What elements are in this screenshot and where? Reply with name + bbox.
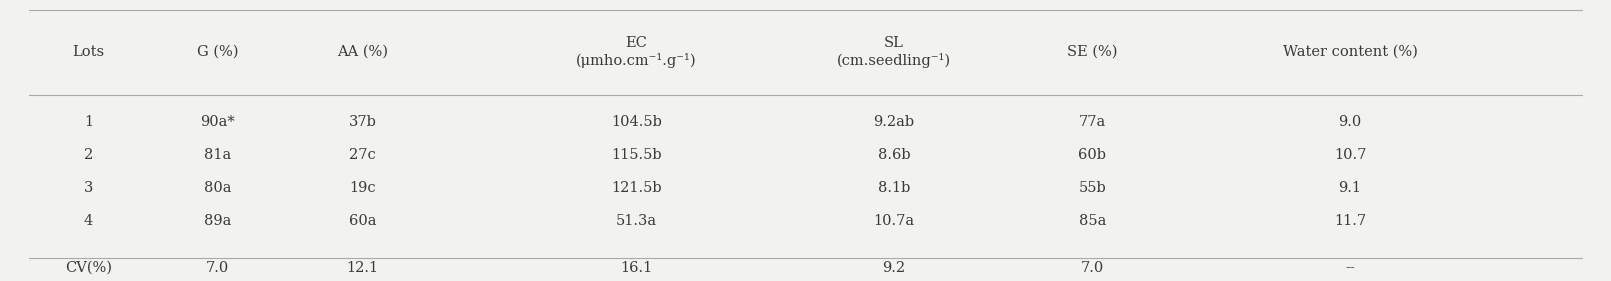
Text: 9.2ab: 9.2ab <box>873 115 915 129</box>
Text: 8.6b: 8.6b <box>878 148 910 162</box>
Text: 115.5b: 115.5b <box>611 148 662 162</box>
Text: 9.1: 9.1 <box>1339 181 1361 195</box>
Text: SL
(cm.seedling⁻¹): SL (cm.seedling⁻¹) <box>838 36 950 68</box>
Text: 85a: 85a <box>1079 214 1105 228</box>
Text: CV(%): CV(%) <box>64 261 113 275</box>
Text: 16.1: 16.1 <box>620 261 652 275</box>
Text: Lots: Lots <box>72 45 105 59</box>
Text: 1: 1 <box>84 115 93 129</box>
Text: 104.5b: 104.5b <box>611 115 662 129</box>
Text: 89a: 89a <box>205 214 230 228</box>
Text: 90a*: 90a* <box>200 115 235 129</box>
Text: EC
(μmho.cm⁻¹.g⁻¹): EC (μmho.cm⁻¹.g⁻¹) <box>577 36 696 68</box>
Text: 10.7: 10.7 <box>1334 148 1366 162</box>
Text: 37b: 37b <box>348 115 377 129</box>
Text: 55b: 55b <box>1078 181 1107 195</box>
Text: 51.3a: 51.3a <box>615 214 657 228</box>
Text: 81a: 81a <box>205 148 230 162</box>
Text: 3: 3 <box>84 181 93 195</box>
Text: 9.0: 9.0 <box>1339 115 1361 129</box>
Text: 8.1b: 8.1b <box>878 181 910 195</box>
Text: AA (%): AA (%) <box>337 45 388 59</box>
Text: 60b: 60b <box>1078 148 1107 162</box>
Text: 19c: 19c <box>350 181 375 195</box>
Text: 2: 2 <box>84 148 93 162</box>
Text: 10.7a: 10.7a <box>873 214 915 228</box>
Text: 9.2: 9.2 <box>883 261 905 275</box>
Text: 12.1: 12.1 <box>346 261 379 275</box>
Text: 4: 4 <box>84 214 93 228</box>
Text: 80a: 80a <box>203 181 232 195</box>
Text: --: -- <box>1345 261 1355 275</box>
Text: 60a: 60a <box>348 214 377 228</box>
Text: 27c: 27c <box>350 148 375 162</box>
Text: 7.0: 7.0 <box>206 261 229 275</box>
Text: Water content (%): Water content (%) <box>1282 45 1418 59</box>
Text: 7.0: 7.0 <box>1081 261 1104 275</box>
Text: 11.7: 11.7 <box>1334 214 1366 228</box>
Text: SE (%): SE (%) <box>1066 45 1118 59</box>
Text: 77a: 77a <box>1079 115 1105 129</box>
Text: 121.5b: 121.5b <box>611 181 662 195</box>
Text: G (%): G (%) <box>197 45 238 59</box>
